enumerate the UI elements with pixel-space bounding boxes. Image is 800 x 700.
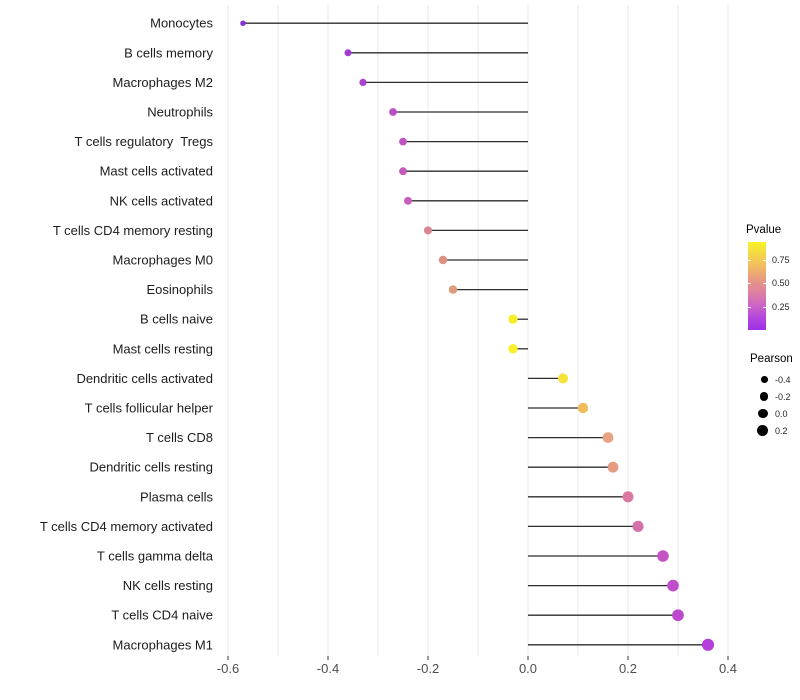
lollipop-dot (622, 491, 634, 503)
lollipop-dot (389, 108, 397, 116)
category-label: Monocytes (150, 16, 213, 31)
size-legend-label: 0.0 (775, 408, 788, 419)
category-label: NK cells activated (110, 193, 213, 208)
lollipop-dot (344, 49, 352, 57)
size-legend-label: -0.4 (775, 374, 791, 385)
lollipop-dot (423, 226, 433, 235)
size-legend-row: -0.2 (740, 388, 800, 405)
category-label: Macrophages M2 (113, 75, 213, 90)
lollipop-dot (508, 344, 518, 354)
lollipop-dot (399, 167, 407, 176)
pvalue-legend: Pvalue 0.75 0.50 0.25 (740, 224, 800, 330)
category-label: Eosinophils (147, 282, 214, 297)
lollipop-dot (657, 550, 669, 562)
category-label: NK cells resting (123, 578, 213, 593)
x-tick-label: 0.0 (519, 661, 537, 676)
category-label: T cells CD4 memory activated (40, 519, 213, 534)
lollipop-dot (240, 20, 246, 26)
category-label: T cells CD4 memory resting (53, 223, 213, 238)
size-legend-dot (758, 408, 768, 419)
lollipop-dot (632, 520, 644, 532)
size-legend-row: -0.4 (740, 371, 800, 388)
pearson-size-legend: Pearson -0.4 -0.2 0.0 0.2 (740, 353, 800, 439)
category-label: T cells CD4 naive (111, 608, 213, 623)
category-label: Neutrophils (147, 105, 213, 120)
category-label: Macrophages M0 (113, 253, 213, 268)
pvalue-colorbar: 0.75 0.50 0.25 (748, 242, 790, 330)
colorbar-tick-mark (748, 260, 751, 262)
category-label: Plasma cells (140, 489, 213, 504)
size-legend-dot (761, 376, 768, 383)
category-label: T cells regulatory Tregs (75, 134, 214, 149)
lollipop-dot (602, 432, 614, 443)
x-tick-label: 0.2 (619, 661, 637, 676)
x-tick-label: -0.6 (217, 661, 239, 676)
category-label: B cells naive (140, 312, 213, 327)
lollipop-dot (701, 638, 715, 651)
colorbar-tick-label: 0.50 (772, 278, 790, 289)
category-label: Mast cells resting (113, 341, 213, 356)
colorbar-tick-label: 0.75 (772, 255, 790, 266)
colorbar-tick-mark (748, 283, 751, 285)
size-legend-dot (756, 424, 768, 437)
lollipop-dot (438, 255, 448, 265)
x-tick-label: -0.4 (317, 661, 339, 676)
lollipop-dot (399, 137, 407, 146)
lollipop-dot (577, 402, 589, 414)
lollipop-dot (557, 373, 569, 384)
colorbar-tick-mark (763, 306, 766, 308)
category-label: T cells gamma delta (97, 549, 214, 564)
lollipop-dot (404, 196, 412, 205)
lollipop-dot (672, 609, 684, 622)
x-tick-label: 0.4 (719, 661, 737, 676)
colorbar-tick-label: 0.25 (772, 301, 790, 312)
size-legend-row: 0.2 (740, 422, 800, 439)
colorbar-tick-mark (763, 260, 766, 262)
category-label: Macrophages M1 (113, 637, 213, 652)
colorbar-tick-mark (763, 283, 766, 285)
colorbar-tick-mark (748, 306, 751, 308)
lollipop-dot (448, 285, 458, 294)
size-legend-dot (759, 392, 768, 401)
category-label: B cells memory (124, 45, 213, 60)
pearson-legend-title: Pearson (750, 353, 793, 365)
category-label: Mast cells activated (100, 164, 213, 179)
size-legend-label: -0.2 (775, 391, 791, 402)
category-label: T cells CD8 (146, 430, 213, 445)
category-label: Dendritic cells resting (89, 460, 213, 475)
lollipop-dot (667, 579, 679, 592)
lollipop-dot (508, 314, 518, 324)
size-legend-label: 0.2 (775, 425, 788, 436)
category-label: T cells follicular helper (85, 401, 214, 416)
lollipop-dot (607, 461, 619, 473)
pvalue-colorbar-gradient (748, 242, 766, 330)
lollipop-dot (359, 78, 367, 87)
category-label: Dendritic cells activated (76, 371, 213, 386)
x-tick-label: -0.2 (417, 661, 439, 676)
pvalue-legend-title: Pvalue (746, 224, 782, 236)
size-legend-row: 0.0 (740, 405, 800, 422)
